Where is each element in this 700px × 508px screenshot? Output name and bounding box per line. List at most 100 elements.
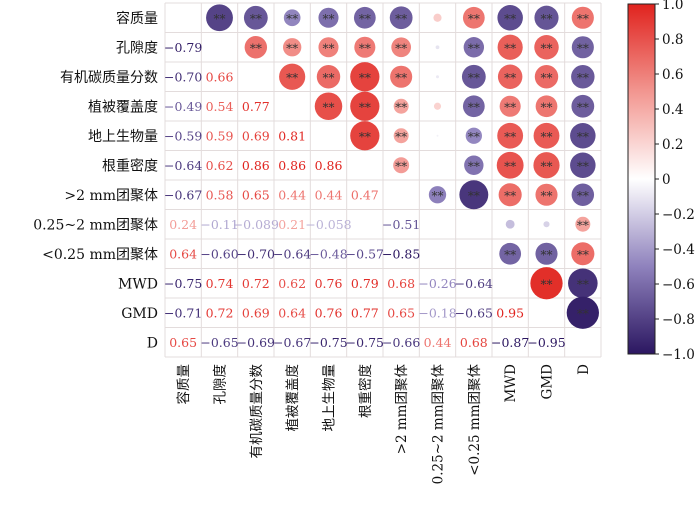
row-label: >2 mm团聚体	[64, 188, 158, 204]
correlation-circle	[571, 94, 595, 118]
significance-marker: **	[323, 71, 335, 85]
correlation-value: 0.66	[206, 69, 234, 84]
correlation-circle	[498, 183, 522, 207]
colorbar: 1.0 0.8 0.6 0.4 0.2 0 −0.2 −0.4 −0.6 −0.8 −1.0	[627, 0, 695, 363]
column-label: D	[576, 364, 592, 375]
correlation-value: −0.75	[164, 276, 202, 291]
significance-marker: **	[504, 189, 516, 203]
correlation-value: 0.54	[206, 99, 234, 114]
significance-marker: **	[541, 41, 553, 55]
correlation-circle	[433, 102, 442, 110]
significance-marker: **	[359, 100, 371, 114]
column-label: >2 mm团聚体	[394, 364, 410, 455]
correlation-circle	[571, 6, 594, 29]
significance-marker: **	[577, 100, 589, 114]
row-label: 地上生物量	[88, 129, 158, 145]
significance-marker: **	[468, 41, 480, 55]
row-label: D	[147, 335, 158, 351]
colorbar-gradient	[627, 3, 656, 355]
correlation-circle	[497, 34, 523, 60]
significance-marker: **	[286, 41, 298, 55]
significance-marker: **	[541, 277, 553, 291]
row-label: 0.25~2 mm团聚体	[33, 217, 158, 233]
column-label: 有机碳质量分数	[249, 364, 265, 459]
correlation-circle	[571, 242, 595, 266]
correlation-circle	[316, 65, 341, 89]
correlation-circle	[566, 296, 599, 329]
correlation-circle	[243, 5, 268, 30]
column-label: 地上生物量	[322, 364, 338, 432]
correlation-circle	[283, 9, 301, 27]
correlation-value: 0.44	[278, 187, 306, 202]
significance-marker: **	[286, 71, 298, 85]
significance-marker: **	[577, 218, 589, 232]
significance-marker: **	[577, 307, 589, 321]
correlation-circle	[534, 65, 559, 89]
correlation-value: 0.77	[242, 99, 270, 114]
significance-marker: **	[250, 41, 262, 55]
significance-marker: **	[541, 12, 553, 26]
correlation-circle	[463, 37, 485, 58]
correlation-circle	[570, 123, 596, 149]
significance-marker: **	[504, 159, 516, 173]
correlation-circle	[436, 134, 439, 137]
significance-marker: **	[504, 100, 516, 114]
correlation-value: 0.68	[460, 335, 488, 350]
correlation-circle	[535, 95, 558, 118]
correlation-circle	[435, 75, 440, 79]
column-label: MWD	[503, 364, 519, 403]
row-label: MWD	[118, 276, 158, 292]
correlation-circle	[462, 6, 485, 29]
colorbar-tick-label: −0.2	[662, 207, 695, 223]
correlation-circle	[390, 65, 413, 88]
correlation-value: −0.85	[382, 246, 420, 261]
correlation-value: 0.86	[315, 158, 343, 173]
correlation-circle	[543, 221, 550, 228]
correlation-value: −0.65	[455, 305, 493, 320]
correlation-value: 0.81	[278, 128, 306, 143]
correlation-circle	[535, 242, 558, 265]
significance-marker: **	[432, 189, 444, 203]
significance-marker: **	[577, 277, 589, 291]
significance-marker: **	[541, 100, 553, 114]
correlation-value: 0.95	[496, 305, 524, 320]
correlation-value: −0.67	[273, 335, 311, 350]
significance-marker: **	[504, 248, 516, 262]
row-label: GMD	[121, 306, 158, 322]
significance-marker: **	[395, 12, 407, 26]
colorbar-tick-label: 0	[662, 172, 671, 188]
correlation-value: −0.70	[164, 69, 202, 84]
column-label: 植被覆盖度	[285, 364, 301, 432]
column-label: 根重密度	[357, 364, 374, 418]
significance-marker: **	[504, 71, 516, 85]
significance-marker: **	[541, 130, 553, 144]
correlation-circle	[282, 38, 302, 57]
column-label: 孔隙度	[213, 364, 229, 405]
correlation-value: 0.65	[169, 335, 197, 350]
correlation-circle	[499, 242, 522, 265]
correlation-value: 0.58	[206, 187, 234, 202]
correlation-circle	[530, 267, 563, 300]
correlation-value: −0.058	[305, 217, 351, 232]
colorbar-tick-label: −0.6	[662, 277, 695, 293]
correlation-circle	[314, 92, 343, 121]
correlation-value: 0.64	[169, 246, 197, 261]
grid-layer	[164, 2, 602, 358]
correlation-value: −0.57	[346, 246, 384, 261]
correlation-circle	[462, 95, 485, 118]
significance-marker: **	[541, 71, 553, 85]
correlation-circle	[575, 216, 591, 232]
correlation-circle	[350, 121, 380, 151]
correlation-circle	[571, 65, 595, 89]
significance-marker: **	[395, 159, 407, 173]
significance-marker: **	[468, 189, 480, 203]
correlation-circle	[279, 63, 306, 90]
correlation-value: 0.72	[206, 305, 234, 320]
correlation-value: −0.69	[237, 335, 275, 350]
correlation-value: 0.69	[242, 128, 270, 143]
correlation-value: −0.95	[527, 335, 565, 350]
significance-marker: **	[577, 248, 589, 262]
correlation-value: 0.77	[351, 305, 379, 320]
correlation-value: 0.72	[242, 276, 270, 291]
